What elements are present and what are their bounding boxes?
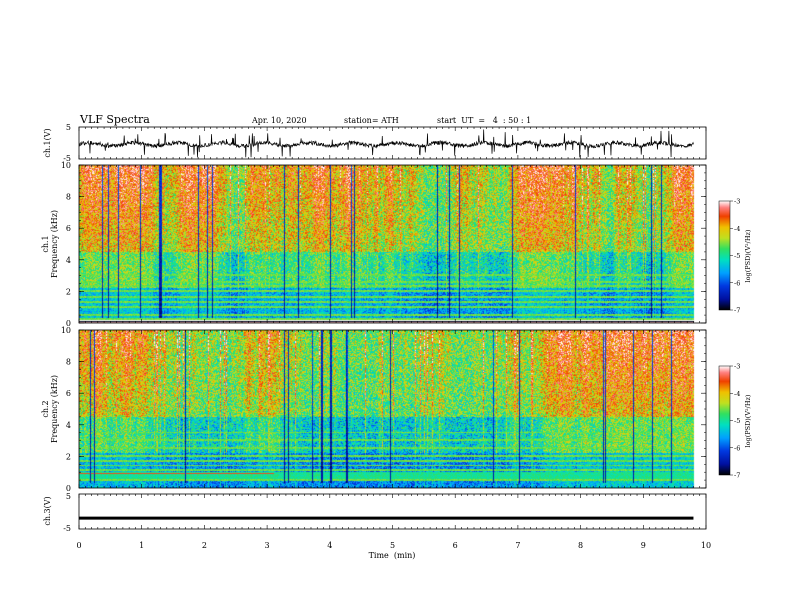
colorbar-tick-label: -5 <box>734 252 740 260</box>
ch2-spectrogram-panel: 0 2 4 6 8 10 ch.2 Frequency (kHz) <box>41 326 707 493</box>
ch2-colorbar-label: log(PSD)(V²/Hz) <box>744 394 752 447</box>
ch1-colorbar-gradient <box>718 200 731 311</box>
date-label: Apr. 10, 2020 <box>251 116 307 125</box>
ch3-waveform-frame <box>78 493 707 530</box>
y-tick-label: 4 <box>66 421 71 430</box>
y-tick-label: 8 <box>66 358 71 367</box>
colorbar-tick-label: -4 <box>734 390 740 398</box>
ch1-ylabel: ch.1(V) <box>43 128 52 157</box>
x-tick-label: 4 <box>327 541 332 550</box>
x-tick-label: 6 <box>453 541 458 550</box>
colorbar-tick-label: -6 <box>734 279 740 287</box>
x-tick-label: 0 <box>76 541 81 550</box>
y-tick-label: 0 <box>66 484 71 493</box>
ch3-ytick-bottom: -5 <box>63 524 71 533</box>
y-tick-label: 10 <box>61 326 71 335</box>
colorbar-tick-label: -3 <box>734 363 740 371</box>
y-tick-label: 2 <box>66 452 71 461</box>
ch2-colorbar: -3 -4 -5 -6 -7 log(PSD)(V²/Hz) <box>718 363 752 480</box>
x-tick-label: 10 <box>701 541 711 550</box>
y-tick-label: 8 <box>66 193 71 202</box>
x-tick-label: 3 <box>265 541 270 550</box>
colorbar-tick-label: -7 <box>734 307 740 315</box>
time-axis-ticks <box>78 127 707 529</box>
ch1-spectrogram-ylabel-line2: Frequency (kHz) <box>50 210 59 278</box>
ch2-spectrogram-yticks: 0 2 4 6 8 10 <box>61 326 706 493</box>
y-tick-label: 0 <box>66 319 71 328</box>
ch1-spectrogram-yticks: 0 2 4 6 8 10 <box>61 161 706 328</box>
ch3-ylabel: ch.3(V) <box>43 496 52 525</box>
ch1-colorbar-label: log(PSD)(V²/Hz) <box>744 229 752 282</box>
ch1-waveform-line <box>79 129 694 158</box>
x-tick-label: 1 <box>139 541 144 550</box>
colorbar-tick-label: -5 <box>734 417 740 425</box>
y-tick-label: 4 <box>66 256 71 265</box>
ch1-ytick-bottom: -5 <box>63 154 71 163</box>
start-ut-label: start UT = 4 : 50 : 1 <box>437 116 531 125</box>
y-tick-label: 6 <box>66 224 71 233</box>
ch1-waveform-panel: 5 -5 ch.1(V) <box>43 123 707 163</box>
time-axis-tick-labels: 0 1 2 3 4 5 6 7 8 9 10 <box>76 541 711 550</box>
ch1-spectrogram-heatmap <box>79 165 706 323</box>
ch2-spectrogram-ylabel-line1: ch.2 <box>41 400 50 417</box>
time-axis-label: Time (min) <box>369 551 416 560</box>
figure-title: VLF Spectra <box>79 113 150 126</box>
y-tick-label: 6 <box>66 389 71 398</box>
y-tick-label: 2 <box>66 287 71 296</box>
station-label: station= ATH <box>344 116 399 125</box>
ch1-colorbar-ticks: -3 -4 -5 -6 -7 <box>730 198 740 315</box>
ch2-spectrogram-heatmap <box>79 330 706 488</box>
x-tick-label: 8 <box>578 541 583 550</box>
ch3-waveform-panel: 5 -5 ch.3(V) <box>43 492 707 533</box>
x-tick-label: 7 <box>515 541 520 550</box>
ch1-spectrogram-panel: 0 2 4 6 8 10 ch.1 Frequency (kHz) <box>41 161 707 328</box>
colorbar-tick-label: -6 <box>734 444 740 452</box>
ch2-colorbar-gradient <box>718 365 731 476</box>
ch2-spectrogram-ylabel-line2: Frequency (kHz) <box>50 375 59 443</box>
ch1-ytick-top: 5 <box>66 123 71 132</box>
colorbar-tick-label: -4 <box>734 225 740 233</box>
colorbar-tick-label: -7 <box>734 472 740 480</box>
x-tick-label: 9 <box>641 541 646 550</box>
ch1-spectrogram-ylabel-line1: ch.1 <box>41 235 50 252</box>
colorbar-tick-label: -3 <box>734 198 740 206</box>
ch3-ytick-top: 5 <box>66 492 71 501</box>
x-tick-label: 5 <box>390 541 395 550</box>
y-tick-label: 10 <box>61 161 71 170</box>
ch1-colorbar: -3 -4 -5 -6 -7 log(PSD)(V²/Hz) <box>718 198 752 315</box>
ch2-colorbar-ticks: -3 -4 -5 -6 -7 <box>730 363 740 480</box>
x-tick-label: 2 <box>202 541 207 550</box>
